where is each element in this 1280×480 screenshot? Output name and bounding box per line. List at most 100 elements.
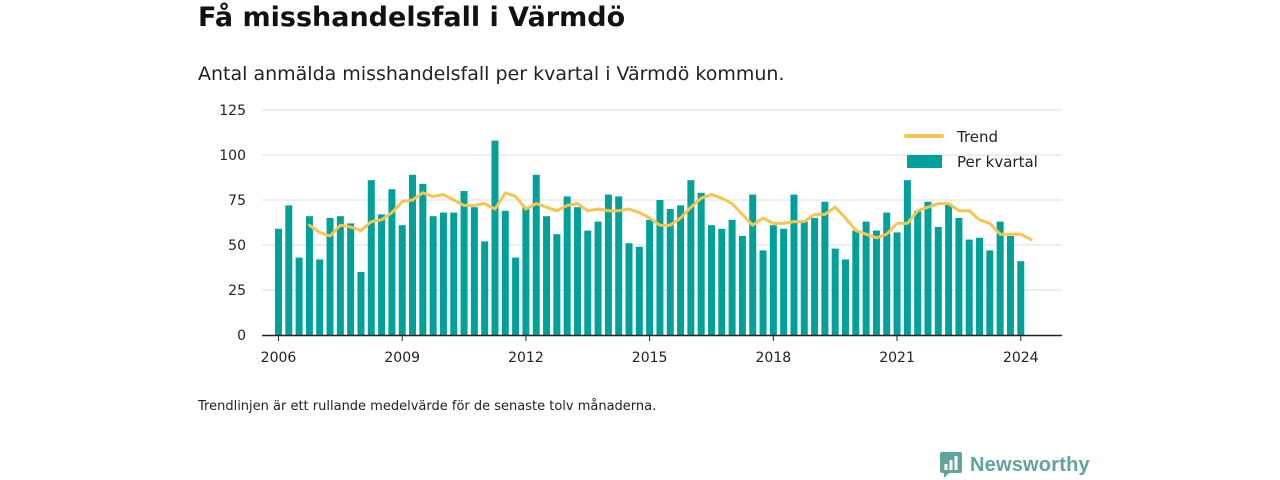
- bar: [460, 191, 468, 335]
- bar: [326, 218, 334, 335]
- bar: [646, 219, 654, 335]
- bar: [388, 189, 396, 335]
- bar: [924, 201, 932, 335]
- bar: [553, 234, 561, 335]
- y-tick-label: 50: [228, 238, 246, 254]
- bar: [316, 259, 324, 335]
- bar: [522, 207, 530, 335]
- bar: [398, 225, 406, 335]
- bar: [883, 212, 891, 335]
- bar: [996, 221, 1004, 335]
- bar: [450, 212, 458, 335]
- y-tick-label: 25: [228, 283, 246, 299]
- trend-line: [307, 191, 1033, 242]
- bar: [357, 272, 365, 335]
- legend-bar-swatch: [907, 155, 942, 168]
- legend-bar-label: Per kvartal: [957, 153, 1038, 171]
- bar: [677, 205, 685, 335]
- bar: [625, 243, 633, 335]
- bar: [728, 219, 736, 335]
- bar: [749, 194, 757, 335]
- bar: [872, 230, 880, 335]
- bar: [656, 200, 664, 335]
- bar: [439, 212, 447, 335]
- bar: [409, 174, 417, 335]
- bar: [378, 214, 386, 335]
- bar: [738, 236, 746, 335]
- y-tick-label: 125: [219, 103, 246, 119]
- y-tick-label: 75: [228, 193, 246, 209]
- newsworthy-brand: Newsworthy: [940, 451, 1090, 479]
- y-tick-label: 100: [219, 148, 246, 164]
- bar: [790, 194, 798, 335]
- bar: [367, 180, 375, 335]
- bar: [945, 203, 953, 335]
- bar: [769, 225, 777, 335]
- bar: [1006, 236, 1014, 335]
- bar: [481, 241, 489, 335]
- bar: [965, 239, 973, 335]
- bar: [903, 180, 911, 335]
- x-axis: 2006 2009 2012 2015 2018 2021 2024: [261, 334, 1062, 366]
- bar: [976, 237, 984, 335]
- bar: [914, 210, 922, 335]
- x-tick-label: 2006: [261, 350, 297, 366]
- bar: [491, 140, 499, 335]
- brand-name: Newsworthy: [970, 453, 1090, 476]
- bar: [274, 228, 282, 335]
- bar: [336, 216, 344, 335]
- legend: Trend Per kvartal: [904, 128, 1038, 171]
- bar: [285, 205, 293, 335]
- bar: [718, 228, 726, 335]
- newsworthy-logo-icon: [940, 452, 962, 478]
- bar: [604, 194, 612, 335]
- bar: [893, 232, 901, 335]
- trend-line-series: [307, 191, 1033, 242]
- bar: [532, 174, 540, 335]
- bar: [1017, 261, 1025, 335]
- bar: [862, 221, 870, 335]
- bar: [687, 180, 695, 335]
- bar: [780, 228, 788, 335]
- bar: [831, 248, 839, 335]
- x-tick-label: 2018: [756, 350, 792, 366]
- legend-trend-label: Trend: [956, 128, 998, 146]
- bar: [470, 207, 478, 335]
- bar: [512, 257, 520, 335]
- bar: [543, 216, 551, 335]
- chart-title: Få misshandelsfall i Värmdö: [198, 2, 626, 33]
- bar: [615, 196, 623, 335]
- y-tick-label: 0: [237, 328, 246, 344]
- bar: [419, 183, 427, 335]
- x-tick-label: 2012: [508, 350, 544, 366]
- bar-series-per-kvartal: [274, 140, 1025, 335]
- bar: [707, 225, 715, 335]
- bar: [584, 230, 592, 335]
- bar: [852, 230, 860, 335]
- y-axis-labels: 0 25 50 75 100 125: [219, 103, 246, 344]
- bar: [800, 221, 808, 335]
- bar: [955, 218, 963, 335]
- bar: [842, 259, 850, 335]
- bar: [666, 209, 674, 335]
- x-tick-label: 2009: [384, 350, 420, 366]
- bar: [594, 221, 602, 335]
- bar: [295, 257, 303, 335]
- footnote: Trendlinjen är ett rullande medelvärde f…: [198, 399, 657, 414]
- bar: [501, 210, 509, 335]
- bar: [347, 223, 355, 335]
- bar: [821, 201, 829, 335]
- bar: [759, 250, 767, 335]
- bar: [635, 246, 643, 335]
- chart-subtitle: Antal anmälda misshandelsfall per kvarta…: [198, 63, 785, 85]
- bar: [563, 196, 571, 335]
- bar: [934, 227, 942, 335]
- bar: [573, 207, 581, 335]
- x-tick-label: 2021: [879, 350, 915, 366]
- bar: [697, 192, 705, 335]
- x-tick-label: 2024: [1003, 350, 1039, 366]
- bar: [811, 218, 819, 335]
- x-tick-label: 2015: [632, 350, 668, 366]
- bar: [986, 250, 994, 335]
